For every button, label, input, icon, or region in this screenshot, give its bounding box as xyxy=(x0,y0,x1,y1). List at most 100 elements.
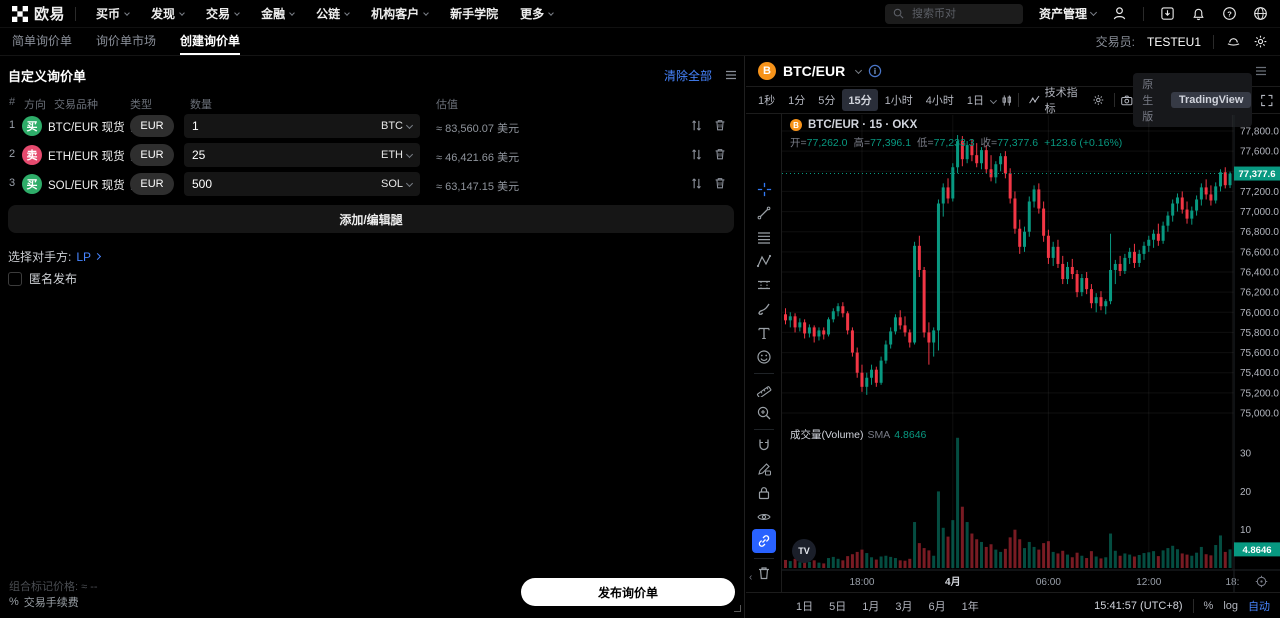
range-5日[interactable]: 5日 xyxy=(829,600,847,613)
delete-leg-icon[interactable] xyxy=(713,176,729,192)
leg-amount-field[interactable]: 500 SOL xyxy=(184,172,420,196)
panel-menu-icon[interactable] xyxy=(724,68,738,82)
anonymous-checkbox[interactable] xyxy=(8,271,22,286)
publish-rfq-button[interactable]: 发布询价单 xyxy=(521,578,735,606)
percent-scale-button[interactable]: % xyxy=(1203,599,1214,612)
swap-direction-icon[interactable] xyxy=(689,118,705,134)
timeframe-4小时[interactable]: 4小时 xyxy=(925,95,954,107)
timeframe-1小时[interactable]: 1小时 xyxy=(884,95,913,107)
brush-icon[interactable] xyxy=(752,297,776,321)
swap-direction-icon[interactable] xyxy=(689,176,705,192)
help-icon[interactable]: ? xyxy=(1222,6,1237,21)
symbol-name[interactable]: BTC/EUR xyxy=(783,63,846,79)
range-6月[interactable]: 6月 xyxy=(928,600,946,613)
auto-scale-button[interactable]: 自动 xyxy=(1248,600,1270,613)
notifications-bell-icon[interactable] xyxy=(1191,6,1206,21)
tab-创建询价单[interactable]: 创建询价单 xyxy=(180,28,241,55)
leg-amount-field[interactable]: 1 BTC xyxy=(184,114,420,138)
hide-drawings-eye-icon[interactable] xyxy=(752,505,776,529)
leg-instrument[interactable]: ETH/EUR 现货 xyxy=(48,148,135,164)
timeframe-5分[interactable]: 5分 xyxy=(818,95,836,107)
range-1日[interactable]: 1日 xyxy=(796,600,814,613)
emoji-icon[interactable] xyxy=(752,345,776,369)
timeframe-1分[interactable]: 1分 xyxy=(788,95,806,107)
leg-currency-pill[interactable]: EUR xyxy=(130,144,174,166)
sync-drawings-link-icon[interactable] xyxy=(752,529,776,553)
nav-item-发现[interactable]: 发现 xyxy=(151,5,185,22)
resize-corner[interactable] xyxy=(734,605,741,612)
leg-side-badge: 买 xyxy=(22,116,42,136)
delete-leg-icon[interactable] xyxy=(713,118,729,134)
toggle-tradingview-mode[interactable]: TradingView xyxy=(1170,92,1252,108)
language-globe-icon[interactable] xyxy=(1253,6,1268,21)
nav-item-金融[interactable]: 金融 xyxy=(261,5,295,22)
drawing-mode-lock-icon[interactable] xyxy=(752,457,776,481)
remove-drawings-trash-icon[interactable] xyxy=(752,561,776,585)
nav-item-公链[interactable]: 公链 xyxy=(316,5,350,22)
leg-currency-pill[interactable]: EUR xyxy=(130,115,174,137)
nav-item-机构客户[interactable]: 机构客户 xyxy=(371,5,429,22)
add-edit-legs-button[interactable]: 添加/编辑腿 xyxy=(8,205,734,233)
info-icon[interactable]: i xyxy=(868,64,882,78)
assets-menu[interactable]: 资产管理 xyxy=(1039,5,1098,22)
trend-line-icon[interactable] xyxy=(752,201,776,225)
okx-logo-icon xyxy=(12,5,28,22)
leg-amount-field[interactable]: 25 ETH xyxy=(184,143,420,167)
tradingview-logo[interactable]: TV xyxy=(792,539,816,563)
leg-unit-select[interactable]: SOL xyxy=(381,178,414,190)
ruler-measure-icon[interactable] xyxy=(752,377,776,401)
leg-amount-value: 25 xyxy=(192,148,206,162)
toggle-native-mode[interactable]: 原生版 xyxy=(1142,79,1154,123)
leg-currency-pill[interactable]: EUR xyxy=(130,173,174,195)
fib-retracement-icon[interactable] xyxy=(752,226,776,250)
snapshot-camera-icon[interactable] xyxy=(1120,93,1134,108)
timeframe-1秒[interactable]: 1秒 xyxy=(758,95,776,107)
zoom-in-icon[interactable] xyxy=(752,401,776,425)
scroll-to-realtime-icon[interactable] xyxy=(1255,575,1268,588)
timeframe-1日[interactable]: 1日 xyxy=(966,95,984,107)
range-1年[interactable]: 1年 xyxy=(961,600,979,613)
swap-direction-icon[interactable] xyxy=(689,147,705,163)
nav-item-交易[interactable]: 交易 xyxy=(206,5,240,22)
okx-logo[interactable]: 欧易 xyxy=(12,3,65,24)
timeframe-15分[interactable]: 15分 xyxy=(842,89,878,111)
user-icon[interactable] xyxy=(1112,6,1127,21)
tab-简单询价单[interactable]: 简单询价单 xyxy=(12,34,73,48)
leg-instrument[interactable]: BTC/EUR 现货 xyxy=(48,119,135,135)
nav-item-买币[interactable]: 买币 xyxy=(96,5,130,22)
text-tool-icon[interactable] xyxy=(752,321,776,345)
support-hat-icon[interactable] xyxy=(1226,34,1241,49)
candle-style-icon[interactable] xyxy=(1000,93,1014,108)
tab-询价单市场[interactable]: 询价单市场 xyxy=(96,34,157,48)
xabcd-pattern-icon[interactable] xyxy=(752,249,776,273)
chart-clock[interactable]: 15:41:57 (UTC+8) xyxy=(1094,599,1183,612)
leg-unit-select[interactable]: ETH xyxy=(381,149,414,161)
page-title: 自定义询价单 xyxy=(8,68,87,84)
timeframe-caret-icon[interactable] xyxy=(989,96,997,104)
log-scale-button[interactable]: log xyxy=(1223,599,1238,612)
chart-list-icon[interactable] xyxy=(1254,64,1268,78)
clear-all-link[interactable]: 清除全部 xyxy=(663,68,712,83)
nav-item-新手学院[interactable]: 新手学院 xyxy=(450,7,499,21)
crosshair-icon[interactable] xyxy=(752,177,776,201)
range-3月[interactable]: 3月 xyxy=(895,600,913,613)
magnet-icon[interactable] xyxy=(752,433,776,457)
settings-gear-icon[interactable] xyxy=(1253,34,1268,49)
delete-leg-icon[interactable] xyxy=(713,147,729,163)
download-app-icon[interactable] xyxy=(1160,6,1175,21)
long-position-icon[interactable] xyxy=(752,273,776,297)
counterparty-link[interactable]: LP xyxy=(76,249,92,264)
candlestick-chart[interactable]: 77,800.077,600.077,400.077,200.077,000.0… xyxy=(782,115,1280,592)
range-1月[interactable]: 1月 xyxy=(862,600,880,613)
leg-instrument[interactable]: SOL/EUR 现货 xyxy=(48,177,135,193)
search-input[interactable] xyxy=(884,3,1023,24)
mark-price-value: ≈ -- xyxy=(81,581,98,593)
nav-item-更多[interactable]: 更多 xyxy=(520,5,554,22)
search-field[interactable] xyxy=(909,6,1010,21)
collapse-chevron-icon[interactable]: ‹ xyxy=(749,572,753,583)
leg-unit-select[interactable]: BTC xyxy=(381,120,414,132)
lock-all-icon[interactable] xyxy=(752,481,776,505)
fullscreen-expand-icon[interactable] xyxy=(1260,93,1274,108)
chart-settings-gear-icon[interactable] xyxy=(1092,93,1105,107)
indicators-button[interactable]: 技术指标 xyxy=(1024,81,1088,119)
